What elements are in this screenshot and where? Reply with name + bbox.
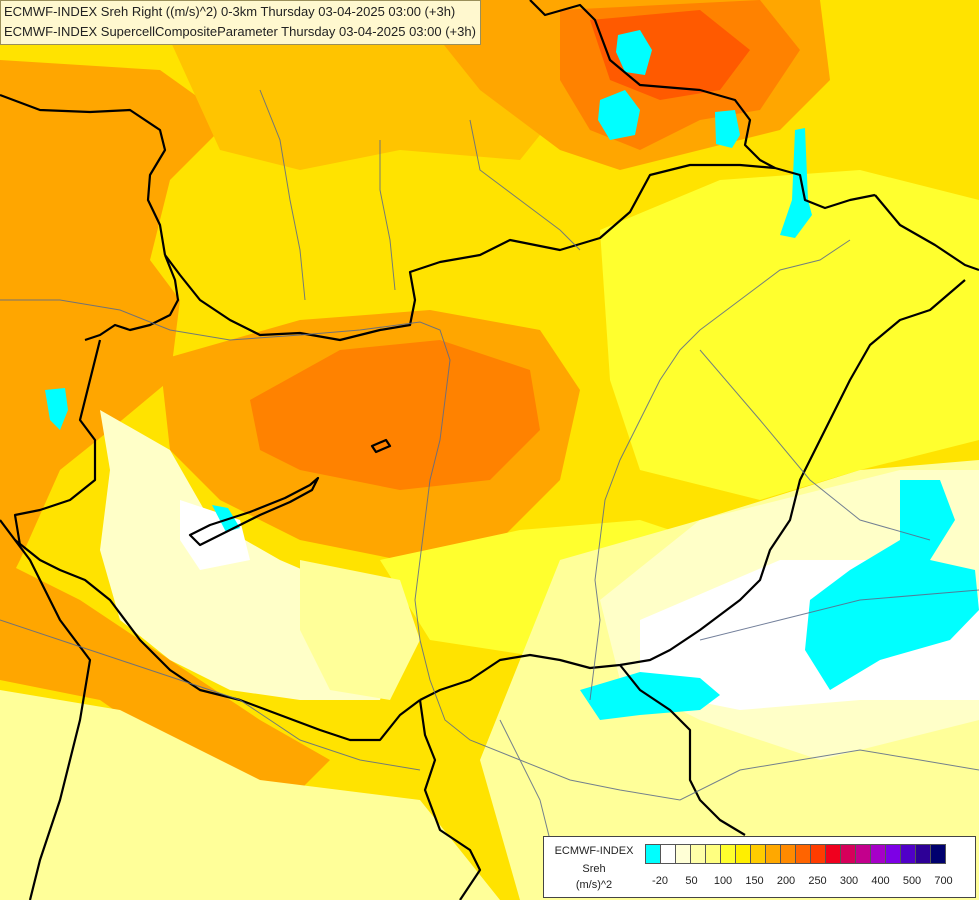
legend-tick-label: 700 — [934, 875, 953, 887]
legend-swatch — [675, 844, 691, 864]
lightyellow-central-band — [300, 560, 420, 700]
header-line-1: ECMWF-INDEX Sreh Right ((m/s)^2) 0-3km T… — [4, 4, 456, 19]
legend-swatch — [765, 844, 781, 864]
river-east-1 — [699, 349, 931, 541]
legend-swatch — [780, 844, 796, 864]
map-header: ECMWF-INDEX Sreh Right ((m/s)^2) 0-3km T… — [0, 0, 481, 45]
river-north-3 — [469, 119, 581, 251]
cyan-east-patch — [805, 480, 979, 690]
legend-swatch — [915, 844, 931, 864]
border-hungary-romania — [419, 279, 966, 701]
cyan-northeast-streak — [780, 128, 812, 238]
header-line-2: ECMWF-INDEX SupercellCompositeParameter … — [4, 24, 476, 39]
legend-swatch — [930, 844, 946, 864]
border-serbia-romania — [619, 664, 746, 836]
legend-swatch — [825, 844, 841, 864]
cyan-northeast-patch-3 — [715, 110, 740, 148]
border-ukraine-romania — [874, 194, 979, 272]
legend-tick-label: 100 — [713, 875, 733, 887]
legend-swatch — [840, 844, 856, 864]
legend-parameter: Sreh — [582, 863, 606, 875]
legend-swatch — [885, 844, 901, 864]
legend-tick-label: 150 — [745, 875, 764, 887]
legend-swatch — [870, 844, 886, 864]
legend-model: ECMWF-INDEX — [554, 845, 634, 857]
legend-swatch — [810, 844, 826, 864]
darkorange-central-core — [250, 340, 540, 490]
cyan-lake-spot — [212, 505, 240, 532]
cyan-northeast-patch-1 — [616, 30, 652, 75]
legend-swatch — [705, 844, 721, 864]
border-austria-hungary — [13, 339, 102, 546]
river-danube — [0, 299, 979, 801]
color-legend: ECMWF-INDEX Sreh (m/s)^2 -20 50 100 150 200 2… — [543, 836, 976, 898]
legend-swatch — [795, 844, 811, 864]
border-hungary-croatia — [14, 539, 421, 742]
legend-swatch — [690, 844, 706, 864]
river-drava — [0, 619, 421, 771]
lightyellow-southwest-region — [0, 690, 500, 900]
lake-small — [370, 438, 392, 454]
legend-tick-label: 500 — [902, 875, 922, 887]
legend-swatch — [660, 844, 676, 864]
legend-swatch — [900, 844, 916, 864]
legend-unit: (m/s)^2 — [575, 879, 613, 891]
orange-west-region — [0, 60, 230, 600]
lake-balaton — [188, 476, 320, 547]
border-croatia-serbia — [418, 699, 482, 900]
legend-ticks: -20 50 100 150 200 250 300 400 500 700 — [645, 875, 975, 891]
river-mures — [699, 589, 979, 641]
river-tisza — [589, 239, 851, 701]
legend-tick-label: -20 — [652, 875, 668, 887]
legend-tick-label: 200 — [776, 875, 796, 887]
border-austria-slovakia — [84, 254, 180, 342]
legend-tick-label: 400 — [871, 875, 890, 887]
border-slovakia-hungary — [164, 163, 876, 342]
border-southwest — [0, 519, 92, 900]
river-north-1 — [259, 89, 306, 301]
legend-swatch — [855, 844, 871, 864]
legend-swatches — [645, 844, 946, 864]
legend-swatch — [645, 844, 661, 864]
border-slovakia-poland — [529, 0, 776, 169]
legend-swatch — [750, 844, 766, 864]
cyan-northeast-patch-2 — [598, 90, 640, 140]
river-north-2 — [379, 140, 396, 291]
legend-tick-label: 50 — [685, 875, 698, 887]
legend-swatch — [720, 844, 736, 864]
border-czech-slovakia — [0, 93, 167, 256]
legend-tick-label: 250 — [808, 875, 827, 887]
legend-swatch — [735, 844, 751, 864]
legend-tick-label: 300 — [839, 875, 859, 887]
rivers — [0, 89, 979, 881]
yellow-east-region — [600, 170, 979, 500]
cyan-west-spot — [45, 388, 68, 430]
